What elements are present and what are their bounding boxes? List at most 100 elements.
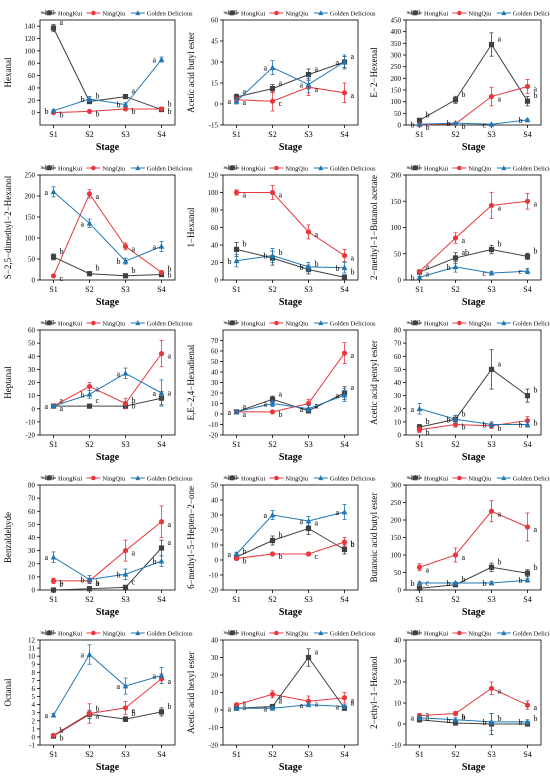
x-axis-label: Stage	[279, 607, 303, 618]
data-point	[233, 98, 240, 104]
significance-label: a	[243, 191, 247, 200]
y-tick-label: -10	[209, 421, 219, 429]
significance-label: a	[153, 389, 157, 398]
significance-label: b	[96, 92, 100, 101]
data-point	[452, 710, 459, 717]
significance-label: b	[132, 709, 136, 718]
y-tick-label: 40	[211, 242, 219, 250]
x-tick-label: S4	[523, 750, 531, 759]
y-tick-label: 11	[28, 645, 35, 653]
data-point	[50, 554, 57, 560]
y-tick-label: 0	[215, 707, 219, 715]
chart-panel-4: 050100150200250×100S1S2S3S4StageS−2,5−di…	[3, 164, 193, 308]
data-point	[305, 698, 312, 704]
significance-label: a	[426, 262, 430, 271]
y-tick-label: 70	[394, 340, 402, 348]
x-tick-label: S3	[487, 750, 495, 759]
x-axis-label: Stage	[96, 452, 120, 463]
y-tick-label: 30	[394, 658, 402, 666]
legend-entry: NingQiu	[102, 631, 126, 638]
significance-label: b	[279, 248, 283, 257]
data-point	[50, 711, 57, 718]
significance-label: a	[279, 697, 283, 706]
series-line	[236, 248, 345, 278]
significance-label: a	[153, 242, 157, 251]
significance-label: b	[447, 415, 451, 424]
legend-entry: NingQiu	[285, 476, 309, 483]
y-tick-label: 7	[32, 677, 36, 685]
data-point	[158, 709, 165, 715]
y-tick-label: 0	[398, 122, 402, 130]
x-tick-label: S1	[415, 130, 423, 139]
significance-label: b	[447, 716, 451, 725]
legend-marker	[274, 10, 279, 16]
legend-entry: NingQiu	[468, 321, 492, 328]
legend-marker	[274, 320, 279, 326]
significance-label: b	[483, 718, 487, 727]
data-point	[488, 202, 495, 209]
significance-label: b	[534, 91, 538, 100]
y-tick-label: 30	[394, 392, 402, 400]
data-point	[341, 391, 348, 398]
data-point	[86, 651, 93, 657]
data-point	[305, 72, 312, 78]
y-tick-label: 80	[394, 327, 402, 335]
significance-label: b	[132, 396, 136, 405]
data-point	[341, 695, 348, 701]
legend-marker	[501, 165, 507, 171]
x-tick-label: S3	[121, 595, 129, 604]
legend-marker	[457, 475, 462, 481]
significance-label: a	[351, 696, 355, 705]
y-tick-label: 10	[28, 392, 36, 400]
data-point	[452, 97, 459, 103]
data-point	[122, 101, 129, 107]
y-tick-label: 3	[32, 709, 36, 717]
y-tick-label: 12	[28, 637, 36, 645]
y-tick-label: 0	[32, 405, 36, 413]
significance-label: b	[426, 123, 430, 132]
x-tick-label: S4	[157, 440, 165, 449]
significance-label: b	[96, 109, 100, 118]
legend-entry: Golden Delicious	[513, 476, 550, 483]
y-tick-label: 100	[391, 224, 402, 232]
chart-panel-11: -20-1001020304050×100S1S2S3S4Stage6−meth…	[186, 474, 376, 618]
legend-marker	[457, 630, 462, 636]
significance-label: b	[96, 264, 100, 273]
y-tick-label: -10	[26, 418, 36, 426]
legend-entry: NingQiu	[285, 321, 309, 328]
legend-entry: NingQiu	[468, 11, 492, 18]
data-point	[122, 273, 129, 279]
data-point	[452, 716, 459, 723]
y-tick-label: 15	[211, 80, 219, 88]
x-tick-label: S3	[304, 285, 312, 294]
significance-label: b	[300, 263, 304, 272]
y-tick-label: 450	[391, 17, 402, 25]
data-point	[158, 558, 165, 564]
x-tick-label: S2	[85, 285, 93, 294]
data-point	[233, 550, 240, 557]
legend-marker	[412, 630, 418, 636]
legend-marker	[46, 630, 52, 636]
significance-label: a	[351, 91, 355, 100]
y-tick-label: -10	[209, 724, 219, 732]
significance-label: b	[132, 402, 136, 411]
legend-entry: HongKui	[424, 166, 448, 173]
data-point	[86, 576, 93, 582]
legend-entry: Golden Delicious	[147, 321, 193, 328]
x-axis-label: Stage	[96, 297, 120, 308]
x-tick-label: S1	[49, 285, 57, 294]
y-tick-label: 50	[211, 482, 219, 490]
significance-label: b	[426, 428, 430, 437]
data-point	[341, 508, 348, 515]
data-point	[233, 189, 240, 196]
series-line	[236, 254, 345, 269]
x-tick-label: S3	[121, 285, 129, 294]
data-point	[416, 405, 423, 412]
data-point	[122, 716, 129, 722]
y-tick-label: 0	[398, 587, 402, 595]
significance-label: a	[498, 686, 502, 695]
data-point	[158, 269, 165, 276]
y-tick-label: 150	[25, 214, 36, 222]
legend-marker	[91, 630, 96, 636]
